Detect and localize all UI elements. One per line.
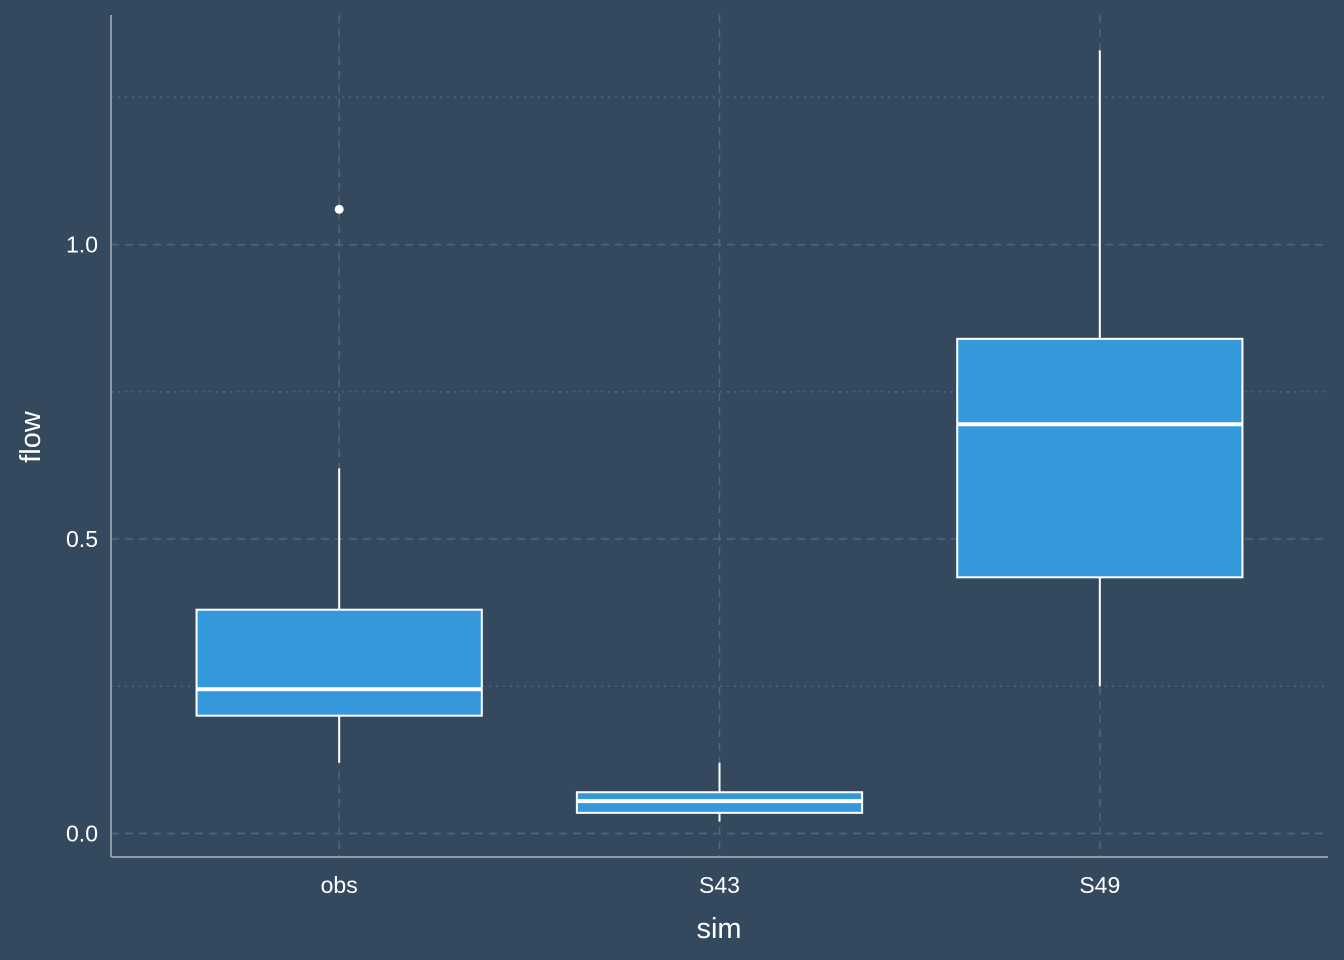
x-axis-title: sim [696,913,741,945]
y-axis-title: flow [15,410,47,463]
box-obs [195,204,483,763]
box-body-S49 [956,337,1244,579]
box-series [195,50,1244,822]
axes [110,15,1328,858]
y-tick-label-2: 1.0 [66,232,98,258]
box-S49 [956,50,1244,687]
y-tick-label-0: 0.0 [66,820,98,846]
y-tick-label-1: 0.5 [66,526,98,552]
box-body-obs [195,608,483,717]
x-tick-label-S49: S49 [1079,872,1120,898]
outlier-point-obs-0 [334,204,344,214]
x-tick-label-S43: S43 [699,872,740,898]
tick-labels: 0.0 0.5 1.0 obs S43 S49 [66,232,1120,898]
x-tick-label-obs: obs [321,872,358,898]
box-S43 [575,762,864,822]
